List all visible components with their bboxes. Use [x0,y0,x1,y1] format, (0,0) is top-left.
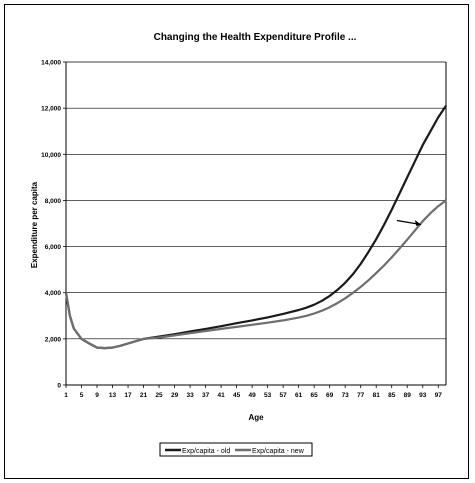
tick-labels: 0 2,000 4,000 6,000 8,000 10,000 12,000 14,000 1… [41,60,442,400]
x-tick-label: 93 [419,392,427,399]
x-tick-label: 21 [140,392,148,399]
x-tick-label: 61 [295,392,303,399]
y-tick-label: 8,000 [45,198,62,205]
annotation-arrow [396,219,421,226]
x-tick-label: 85 [388,392,396,399]
x-tick-label: 69 [326,392,334,399]
x-tick-label: 41 [217,392,225,399]
x-tick-label: 65 [311,392,319,399]
x-tick-label: 97 [435,392,443,399]
series-line-old [64,105,447,350]
x-tick-label: 81 [373,392,381,399]
x-tick-label: 53 [264,392,272,399]
x-tick-label: 45 [233,392,241,399]
x-tick-label: 5 [80,392,84,399]
x-tick-label: 29 [171,392,179,399]
chart-frame [4,4,469,479]
y-tick-label: 2,000 [45,336,62,343]
annotation-arrow-head [414,220,421,226]
y-tick-label: 0 [57,383,61,390]
x-tick-label: 1 [64,392,68,399]
x-tick-label: 73 [342,392,350,399]
x-tick-label: 57 [280,392,288,399]
x-tick-label: 25 [155,392,163,399]
x-tick-label: 9 [95,392,99,399]
y-axis-label: Expenditure per capita [30,181,39,268]
series-lines [64,105,447,350]
gridlines [66,61,446,340]
x-tick-label: 33 [186,392,194,399]
x-tick-label: 37 [202,392,210,399]
x-tick-label: 17 [124,392,132,399]
axes [63,61,447,388]
legend-label-new: Exp/capita - new [252,448,305,455]
chart-title: Changing the Health Expenditure Profile … [154,32,357,43]
x-axis-label: Age [248,413,264,422]
y-tick-label: 14,000 [41,60,61,67]
legend-label-old: Exp/capita - old [182,448,230,455]
series-line-new [64,199,447,350]
y-tick-label: 4,000 [45,290,62,297]
y-tick-label: 10,000 [41,152,61,159]
x-tick-label: 13 [109,392,117,399]
x-tick-label: 49 [249,392,257,399]
y-tick-label: 12,000 [41,106,61,113]
x-tick-label: 77 [357,392,365,399]
legend: Exp/capita - old Exp/capita - new [159,442,313,457]
x-tick-label: 89 [404,392,412,399]
y-tick-label: 6,000 [45,244,62,251]
